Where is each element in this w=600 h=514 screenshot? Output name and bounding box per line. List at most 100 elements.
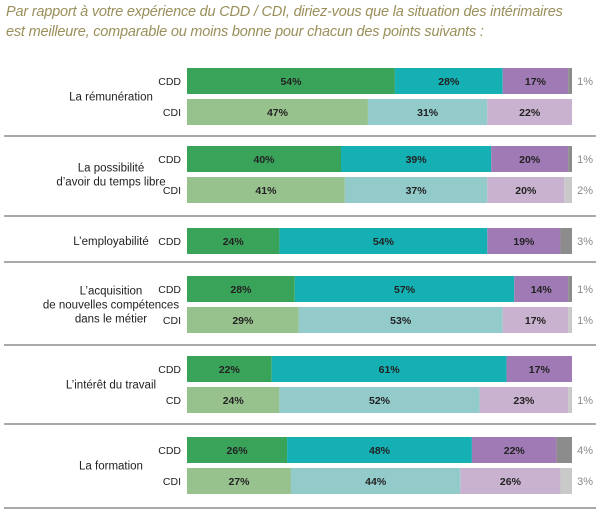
data-label: 20% — [515, 185, 537, 197]
row-label: CDI — [163, 476, 181, 488]
chart-title-line-1: Par rapport à votre expérience du CDD / … — [6, 4, 563, 20]
data-label: 37% — [406, 185, 428, 197]
group-label-line: La possibilité — [78, 163, 144, 175]
bar-segment — [187, 307, 299, 333]
bar-segment — [568, 387, 572, 413]
bar-segment — [568, 146, 572, 172]
data-label: 40% — [253, 154, 275, 166]
data-label: 1% — [577, 76, 593, 88]
row-label: CDI — [163, 185, 181, 197]
data-label: 39% — [406, 154, 428, 166]
bar-segment — [394, 68, 503, 94]
bar-segment — [502, 68, 569, 94]
bar-segment — [279, 228, 488, 254]
group-label: L’employabilité — [73, 236, 148, 248]
bar-segment — [568, 68, 572, 94]
group-label-line: dans le métier — [75, 314, 147, 326]
bar-segment — [187, 468, 291, 494]
bar-segment — [502, 307, 569, 333]
bar-segment — [460, 468, 561, 494]
data-label: 22% — [519, 107, 541, 119]
bar-segment — [568, 276, 572, 302]
bar-segment — [479, 387, 569, 413]
group-label-line: d’avoir du temps libre — [56, 177, 165, 189]
data-label: 22% — [504, 445, 526, 457]
bar-segment — [187, 228, 280, 254]
group-label: La rémunération — [69, 92, 153, 104]
data-label: 22% — [219, 364, 241, 376]
bar-segment — [491, 146, 569, 172]
bar-segment — [290, 468, 461, 494]
bar-segment — [187, 99, 368, 125]
data-label: 20% — [519, 154, 541, 166]
data-label: 54% — [280, 76, 302, 88]
bar-segment — [271, 356, 507, 382]
data-label: 29% — [232, 315, 254, 327]
bar-segment — [487, 228, 561, 254]
bar-segment — [298, 307, 503, 333]
data-label: 41% — [255, 185, 277, 197]
bar-segment — [341, 146, 492, 172]
group-label-line: L’intérêt du travail — [66, 380, 156, 392]
group-label: L’acquisition de nouvelles compétences dan… — [43, 286, 179, 326]
bar-segment — [187, 177, 345, 203]
row-label: CD — [166, 395, 182, 407]
data-label: 2% — [577, 185, 593, 197]
bar-segment — [187, 146, 341, 172]
bar-segment — [187, 437, 288, 463]
row-label: CDI — [163, 107, 181, 119]
data-label: 4% — [577, 445, 593, 457]
bar-segment — [344, 177, 488, 203]
row-label: CDD — [158, 154, 181, 166]
group-label-line: La formation — [79, 461, 143, 473]
bar-segment — [514, 276, 569, 302]
group-label: L’intérêt du travail — [66, 380, 156, 392]
bar-segment — [187, 387, 280, 413]
group-label: La formation — [79, 461, 143, 473]
data-label: 23% — [513, 395, 535, 407]
data-label: 44% — [365, 476, 387, 488]
bar-segment — [560, 468, 572, 494]
bar-segment — [560, 228, 572, 254]
chart-title-line-2: est meilleure, comparable ou moins bonne… — [6, 24, 484, 40]
bar-segment — [564, 177, 572, 203]
bar-segment — [187, 68, 395, 94]
row-label: CDD — [158, 236, 181, 248]
data-label: 57% — [394, 284, 416, 296]
bar-segment — [287, 437, 472, 463]
group-label-line: L’acquisition — [80, 286, 143, 298]
row-label: CDD — [158, 364, 181, 376]
bar-segment — [487, 99, 572, 125]
chart-title: Par rapport à votre expérience du CDD / … — [6, 2, 596, 42]
data-label: 24% — [223, 236, 245, 248]
bar-segment — [279, 387, 480, 413]
row-label: CDD — [158, 445, 181, 457]
data-label: 17% — [525, 76, 547, 88]
bar-segment — [367, 99, 488, 125]
data-label: 28% — [230, 284, 252, 296]
data-label: 27% — [228, 476, 250, 488]
data-label: 1% — [577, 315, 593, 327]
data-label: 28% — [438, 76, 460, 88]
data-label: 52% — [369, 395, 391, 407]
data-label: 48% — [369, 445, 391, 457]
group-label-line: La rémunération — [69, 92, 153, 104]
data-label: 17% — [529, 364, 551, 376]
data-label: 47% — [267, 107, 289, 119]
row-label: CDD — [158, 76, 181, 88]
group-label-line: de nouvelles compétences — [43, 300, 179, 312]
data-label: 54% — [373, 236, 395, 248]
data-label: 26% — [227, 445, 249, 457]
bar-segment — [568, 307, 572, 333]
bar-segment — [187, 356, 272, 382]
data-label: 61% — [379, 364, 401, 376]
row-label: CDI — [163, 315, 181, 327]
data-label: 1% — [577, 284, 593, 296]
data-label: 24% — [223, 395, 245, 407]
bar-segment — [187, 276, 295, 302]
data-label: 31% — [417, 107, 439, 119]
bar-segment — [556, 437, 572, 463]
data-label: 26% — [500, 476, 522, 488]
